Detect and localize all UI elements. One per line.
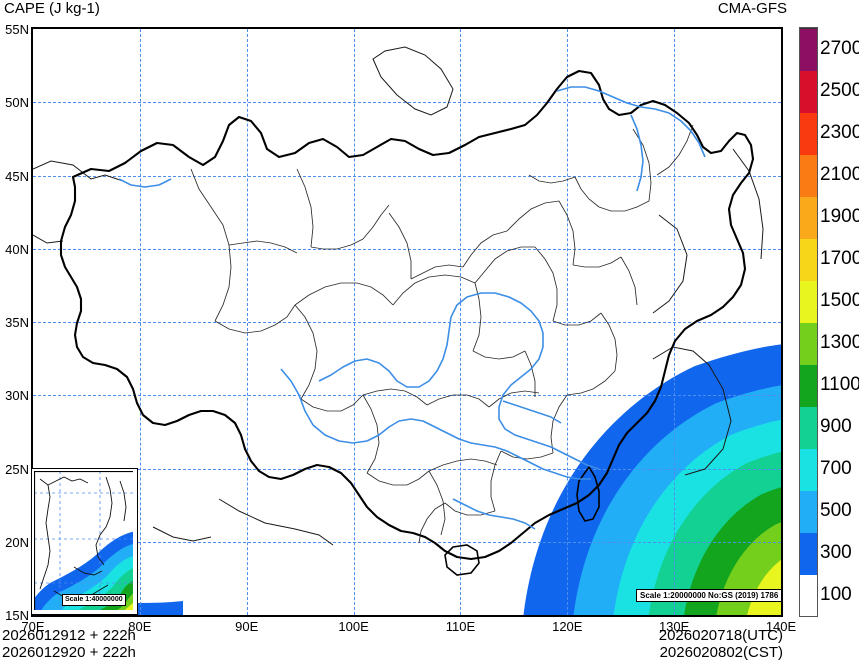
colorbar-tick-1900: 1900: [820, 206, 859, 227]
colorbar-tick-2700: 2700: [820, 38, 859, 59]
lon-tick-120E: 120E: [552, 619, 583, 634]
river-network: [118, 86, 706, 530]
lon-tick-110E: 110E: [445, 619, 476, 634]
inset-map[interactable]: Scale 1:40000000: [31, 468, 138, 615]
gridline-lat-30N: [33, 395, 781, 397]
lat-tick-20N: 20N: [5, 534, 29, 550]
lat-tick-25N: 25N: [5, 461, 29, 477]
colorbar-tick-2100: 2100: [820, 164, 859, 185]
island-outlines: [444, 465, 600, 576]
map-scale-label: Scale 1:20000000 No:GS (2019) 1786: [636, 589, 781, 602]
footer-init-utc: 2026012912 + 222h: [2, 627, 136, 644]
colorbar-tick-2500: 2500: [820, 80, 859, 101]
gridline-lat-45N: [33, 175, 781, 177]
inset-graphics: [34, 471, 133, 610]
page-title: CAPE (J kg-1): [4, 0, 100, 17]
colorbar-tick-500: 500: [820, 500, 852, 521]
latitude-axis: 55N 50N 45N 40N 35N 30N 25N 20N 15N: [0, 23, 29, 622]
gridline-lon-90E: [246, 29, 248, 615]
gridline-lon-120E: [567, 29, 569, 615]
colorbar-tick-2300: 2300: [820, 122, 859, 143]
colorbar-tick-1700: 1700: [820, 248, 859, 269]
lat-tick-15N: 15N: [5, 608, 29, 623]
lon-tick-140E: 140E: [765, 619, 797, 634]
lat-tick-30N: 30N: [5, 388, 29, 404]
model-label: CMA-GFS: [717, 0, 787, 17]
lon-tick-90E: 90E: [235, 619, 259, 634]
colorbar-band-2500: [800, 28, 817, 71]
gridline-lon-110E: [460, 29, 462, 615]
map-canvas[interactable]: Scale 1:20000000 No:GS (2019) 1786: [31, 27, 783, 617]
colorbar-tick-1300: 1300: [820, 332, 859, 353]
map-clip: Scale 1:20000000 No:GS (2019) 1786: [33, 29, 781, 615]
lon-tick-130E: 130E: [658, 619, 690, 634]
colorbar-tick-1100: 1100: [820, 374, 859, 395]
gridline-lat-35N: [33, 322, 781, 323]
lat-tick-35N: 35N: [5, 315, 29, 330]
colorbar-tick-900: 900: [820, 416, 852, 437]
inset-cape-band: [125, 603, 133, 610]
lat-tick-50N: 50N: [5, 95, 29, 111]
colorbar: [799, 27, 818, 617]
lon-tick-100E: 100E: [338, 619, 369, 634]
lat-tick-40N: 40N: [5, 241, 29, 257]
inset-map-content: [34, 471, 133, 610]
footer-valid-utc: 2026020718(UTC): [658, 627, 783, 644]
province-borders: [190, 124, 694, 544]
gridline-lon-100E: [353, 29, 355, 615]
colorbar-tick-300: 300: [820, 542, 852, 563]
gridline-lat-25N: [33, 468, 781, 470]
lon-tick-80E: 80E: [128, 619, 152, 634]
neighbour-borders: [33, 46, 764, 546]
gridline-lat-40N: [33, 248, 781, 250]
lat-tick-45N: 45N: [5, 168, 29, 184]
geography-layer: [33, 46, 764, 576]
colorbar-band-0: [800, 574, 817, 616]
colorbar-tick-700: 700: [820, 458, 852, 479]
lon-tick-70E: 70E: [21, 619, 45, 634]
colorbar-tick-1500: 1500: [820, 290, 859, 311]
footer-init-cst: 2026012920 + 222h: [2, 644, 136, 661]
gridline-lon-80E: [139, 29, 141, 615]
colorbar-labels: 100 300 500 700 900 1100 1300 1500 1700 1900 2100 2…: [799, 27, 859, 627]
inset-graticule: [34, 471, 133, 610]
colorbar-tick-100: 100: [820, 584, 852, 605]
inset-cape-band: [116, 593, 133, 610]
footer-valid-cst: 2026020802(CST): [659, 644, 783, 661]
gridline-lon-130E: [674, 29, 676, 615]
gridline-lat-20N: [33, 541, 781, 543]
lat-tick-55N: 55N: [5, 22, 29, 37]
china-national-border: [59, 69, 755, 561]
inset-scale-label: Scale 1:40000000: [62, 594, 126, 606]
longitude-axis: 70E 80E 90E 100E 110E 120E 130E 140E: [21, 619, 796, 636]
